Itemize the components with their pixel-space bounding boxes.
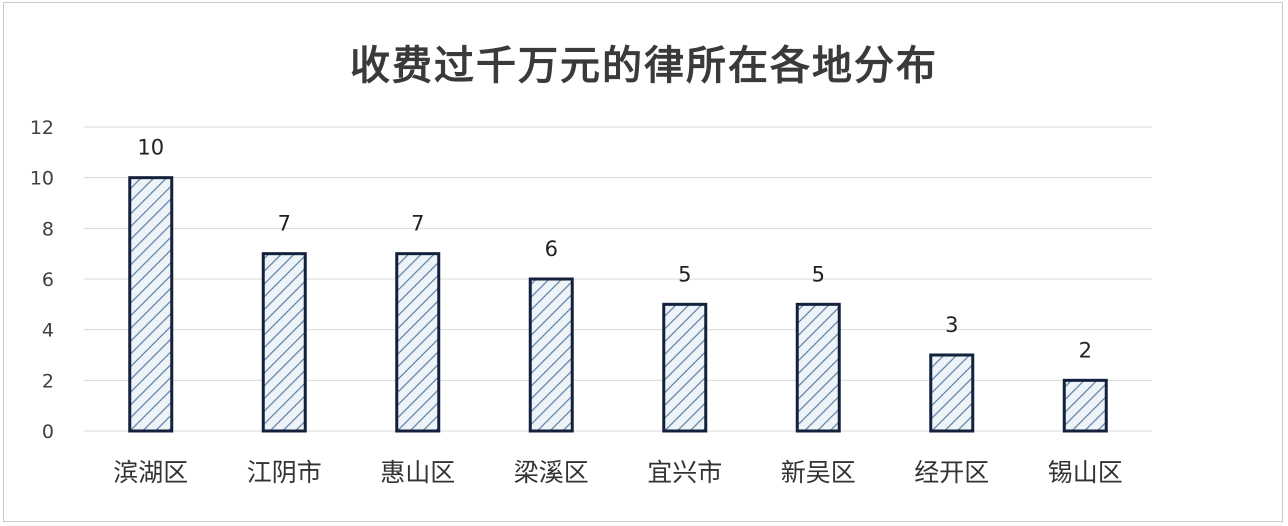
bar	[795, 302, 841, 433]
x-category-label: 新吴区	[781, 458, 856, 487]
data-label: 10	[137, 136, 164, 160]
bars: 10 7 7 6 5 5 3 2	[128, 136, 1108, 433]
y-tick-label: 6	[42, 269, 54, 291]
y-tick-label: 0	[42, 421, 54, 443]
y-tick-label: 12	[30, 117, 54, 139]
y-tick-label: 2	[42, 370, 54, 392]
data-label: 3	[945, 313, 958, 337]
bar	[395, 252, 441, 433]
data-label: 7	[278, 212, 291, 236]
data-label: 5	[678, 262, 691, 286]
bar	[128, 176, 174, 433]
x-category-label: 经开区	[914, 458, 989, 487]
x-category-label: 滨湖区	[113, 458, 188, 487]
x-category-label: 锡山区	[1048, 458, 1123, 487]
chart-frame: 收费过千万元的律所在各地分布	[3, 2, 1283, 522]
bar	[929, 353, 975, 433]
x-axis: 滨湖区 江阴市 惠山区 梁溪区 宜兴市 新吴区 经开区 锡山区	[113, 458, 1123, 487]
bar	[662, 302, 708, 433]
y-tick-label: 4	[42, 320, 54, 342]
data-label: 2	[1079, 338, 1092, 362]
y-tick-label: 8	[42, 218, 54, 240]
x-category-label: 江阴市	[247, 458, 322, 487]
y-tick-label: 10	[30, 168, 54, 190]
bar	[528, 277, 574, 433]
x-category-label: 宜兴市	[647, 458, 722, 487]
data-label: 6	[545, 237, 558, 261]
bar	[261, 252, 307, 433]
grid-lines	[84, 126, 1152, 432]
x-category-label: 梁溪区	[514, 458, 589, 487]
bar	[1062, 378, 1108, 433]
y-axis: 0 2 4 6 8 10 12	[30, 117, 54, 443]
data-label: 5	[812, 262, 825, 286]
x-category-label: 惠山区	[380, 458, 455, 487]
chart-title: 收费过千万元的律所在各地分布	[350, 42, 938, 89]
data-label: 7	[411, 212, 424, 236]
